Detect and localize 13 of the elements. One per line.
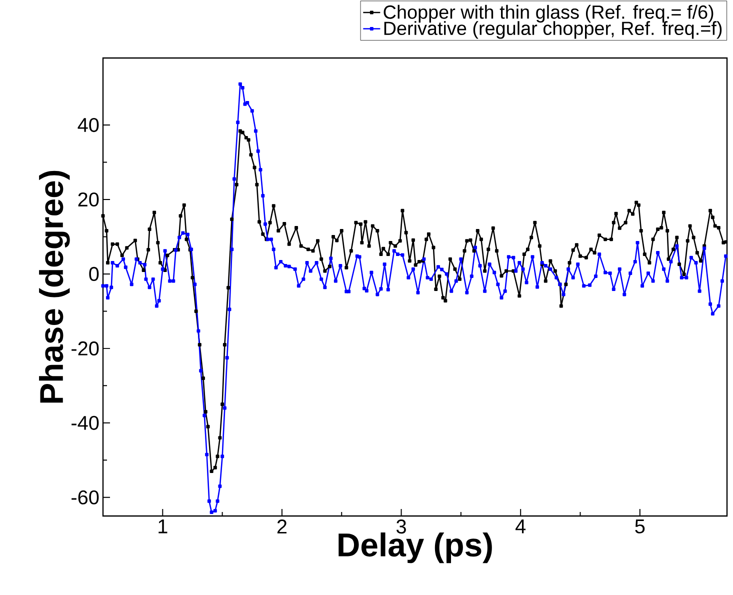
- y-tick-label: -20: [72, 341, 99, 356]
- x-tick-label: 4: [516, 520, 526, 534]
- y-tick-label: 0: [89, 266, 99, 282]
- x-axis-title: Delay (ps): [338, 532, 492, 564]
- x-tick-label: 2: [277, 520, 287, 534]
- y-tick-label: 20: [78, 192, 99, 207]
- x-tick-label: 1: [158, 520, 168, 534]
- x-tick-label: 5: [635, 520, 645, 534]
- y-tick-label: -60: [72, 490, 99, 504]
- y-axis-title: Phase (degree): [39, 170, 70, 403]
- y-tick-label: 40: [78, 118, 99, 132]
- y-tick-label: -40: [72, 416, 99, 430]
- x-tick-label: 3: [396, 520, 406, 534]
